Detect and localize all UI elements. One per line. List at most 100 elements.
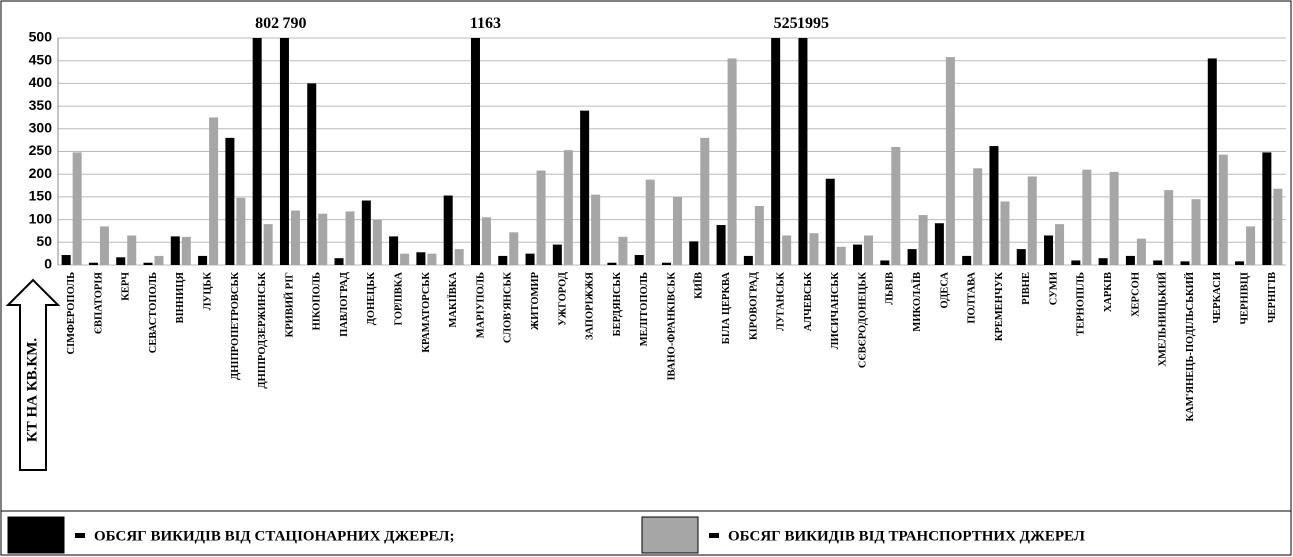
bar <box>934 223 944 265</box>
x-tick-label: ХАРКІВ <box>1103 272 1114 312</box>
bar <box>809 233 819 265</box>
x-tick-label: ГОРЛІВКА <box>394 272 405 326</box>
y-tick-label: 200 <box>29 165 53 181</box>
bar <box>443 195 453 265</box>
bar <box>498 255 508 265</box>
bar <box>661 262 671 265</box>
x-tick-label: ЄВПАТОРІЯ <box>93 272 104 334</box>
bars <box>61 38 1283 266</box>
x-tick-label: ХЕРСОН <box>1130 272 1141 317</box>
bar <box>634 255 644 265</box>
bar <box>825 178 835 265</box>
legend-dash <box>709 533 719 538</box>
y-tick-label: 150 <box>29 188 53 204</box>
bar <box>1164 190 1174 265</box>
bar <box>727 58 737 266</box>
x-tick-label: БІЛА ЦЕРКВА <box>721 272 732 345</box>
bar <box>973 168 983 265</box>
bar <box>318 213 328 265</box>
x-tick-label: ВІННИЦЯ <box>175 272 186 324</box>
bar <box>1125 255 1135 265</box>
bar <box>236 197 246 265</box>
bar <box>618 236 628 265</box>
bar <box>700 137 710 265</box>
x-tick-label: МИКОЛАЇВ <box>910 272 923 332</box>
bar <box>252 38 262 265</box>
bar <box>891 146 901 265</box>
y-tick-label: 100 <box>29 210 53 226</box>
x-tick-label: КРЕМЕНЧУК <box>994 272 1005 342</box>
value-label: 1995 <box>797 15 829 32</box>
x-tick-label: КАМ'ЯНЕЦЬ-ПОДІЛЬСЬКИЙ <box>1184 272 1196 421</box>
bar <box>1000 201 1010 265</box>
y-tick-label: 350 <box>29 97 53 113</box>
x-tick-label: ЗАПОРІЖЖЯ <box>585 272 596 340</box>
bar <box>1191 199 1201 265</box>
x-tick-label: ОДЕСА <box>939 272 950 309</box>
x-tick-label: ХМЕЛЬНИЦЬКИЙ <box>1157 272 1169 367</box>
bar <box>181 236 191 265</box>
bar <box>607 262 617 265</box>
bar <box>1016 249 1026 265</box>
bar <box>72 152 82 265</box>
bar <box>88 262 98 265</box>
bar <box>853 244 863 265</box>
x-tick-label: АЛЧЕВСЬК <box>803 272 814 332</box>
bar <box>470 38 480 265</box>
x-tick-label: СІМФЕРОПОЛЬ <box>66 272 77 355</box>
bar <box>716 225 726 265</box>
x-tick-label: КРИВИЙ РІГ <box>283 272 295 338</box>
bar <box>798 38 808 265</box>
y-tick-label: 450 <box>29 51 53 67</box>
bar <box>143 262 153 265</box>
value-label: 802 <box>255 15 279 32</box>
bar <box>509 232 519 265</box>
bar <box>481 217 491 265</box>
x-tick-label: ЛУЦЬК <box>202 272 213 311</box>
legend-swatch <box>641 516 699 554</box>
bar <box>225 137 235 265</box>
x-tick-label: КІРОВОГРАД <box>748 271 759 340</box>
legend-dash <box>75 533 85 538</box>
bar <box>1136 238 1146 265</box>
y-tick-label: 300 <box>29 120 53 136</box>
bar <box>836 246 846 265</box>
bar <box>198 255 208 265</box>
x-tick-label: ДНІПРОДЗЕРЖИНСЬК <box>257 272 268 389</box>
bar <box>962 255 972 265</box>
x-tick-label: СЄВЄРОДОНЕЦЬК <box>857 272 868 368</box>
bar <box>689 241 699 265</box>
bar <box>1071 260 1081 265</box>
bar <box>99 226 109 265</box>
y-tick-label: 0 <box>44 256 52 272</box>
x-tick-label: ПАВЛОГРАД <box>339 271 350 337</box>
x-tick-label: ЖИТОМИР <box>530 271 541 330</box>
bar <box>209 117 219 265</box>
x-tick-label: ІВАНО-ФРАНКІВСЬК <box>666 272 677 381</box>
bar <box>127 235 137 265</box>
y-tick-label: 50 <box>36 233 52 249</box>
bar <box>771 38 781 266</box>
axis-arrow <box>5 278 61 471</box>
x-tick-label: ДОНЕЦЬК <box>366 272 377 326</box>
bar <box>1153 260 1163 265</box>
bar <box>116 257 126 265</box>
bar <box>754 205 764 265</box>
bar <box>1207 58 1217 266</box>
x-tick-label: СЕВАСТОПОЛЬ <box>148 272 159 353</box>
x-tick-label: СУМИ <box>1048 272 1059 305</box>
bar <box>345 211 355 265</box>
value-label: 1163 <box>470 15 501 32</box>
value-label: 525 <box>774 15 798 32</box>
x-tick-label: УЖГОРОД <box>557 271 568 326</box>
bar <box>170 236 180 265</box>
bar <box>782 235 792 265</box>
bar <box>536 170 546 265</box>
bar <box>416 252 426 265</box>
bar <box>1235 261 1245 265</box>
bar <box>307 83 317 266</box>
bar <box>400 253 410 265</box>
x-tick-label: МАКІЇВКА <box>446 272 459 328</box>
x-tick-label: МАРІУПОЛЬ <box>475 272 486 338</box>
